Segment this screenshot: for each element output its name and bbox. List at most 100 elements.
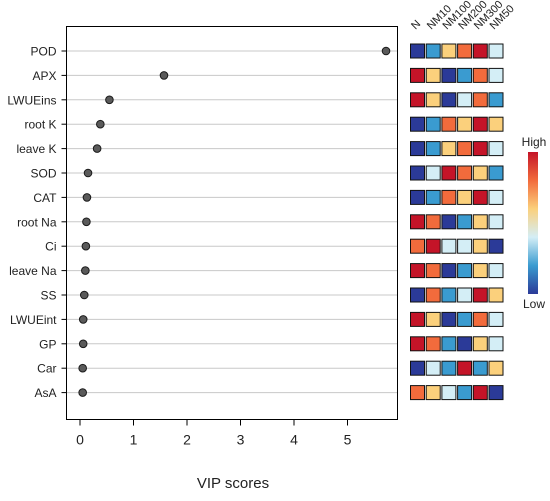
- heatmap-cell: [488, 385, 504, 401]
- heatmap-cell: [472, 287, 488, 303]
- heatmap-cell: [472, 360, 488, 376]
- heatmap-cell: [472, 214, 488, 230]
- heatmap-cell: [441, 360, 457, 376]
- category-label: CAT: [33, 191, 57, 205]
- category-labels: POD APX LWUEins root K leave K SOD CAT root Na C…: [7, 45, 67, 400]
- heatmap-cell: [457, 311, 473, 327]
- heatmap-cell: [457, 360, 473, 376]
- heatmap-cell: [472, 189, 488, 205]
- heatmap-cell: [472, 141, 488, 157]
- x-axis-title: VIP scores: [197, 475, 269, 492]
- heatmap-cell: [457, 141, 473, 157]
- heatmap-cell: [488, 165, 504, 181]
- heatmap-cell: [410, 214, 425, 230]
- heatmap-cell: [410, 336, 425, 352]
- heatmap-cell: [472, 43, 488, 59]
- heatmap-cell: [488, 92, 504, 108]
- heatmap-cell: [410, 141, 425, 157]
- x-axis: 0 1 2 3 4 5: [76, 419, 352, 448]
- heatmap-cell: [472, 385, 488, 401]
- heatmap-cell: [488, 67, 504, 83]
- x-tick-label: 5: [344, 432, 352, 448]
- heatmap-cell: [457, 67, 473, 83]
- heatmap-cell: [410, 67, 425, 83]
- heatmap-cell: [457, 165, 473, 181]
- heatmap-cell: [425, 263, 441, 279]
- heatmap-cell: [441, 238, 457, 254]
- heatmap-cell: [410, 116, 425, 132]
- heatmap-cell: [472, 116, 488, 132]
- heatmap-cell: [488, 189, 504, 205]
- heatmap-cell: [425, 385, 441, 401]
- heatmap-cell: [457, 189, 473, 205]
- heatmap-cell: [441, 92, 457, 108]
- category-label: root K: [24, 118, 56, 132]
- heatmap-cell: [441, 67, 457, 83]
- category-label: root Na: [17, 215, 57, 229]
- heatmap-cell: [410, 165, 425, 181]
- heatmap-cell: [410, 92, 425, 108]
- data-point: [81, 241, 91, 251]
- data-point: [92, 144, 102, 153]
- heatmap-cell: [488, 214, 504, 230]
- heatmap-cell: [472, 67, 488, 83]
- heatmap-cell: [488, 238, 504, 254]
- category-label: POD: [30, 45, 56, 59]
- heatmap-cell: [441, 263, 457, 279]
- heatmap-cell: [488, 141, 504, 157]
- category-label: APX: [32, 69, 56, 83]
- category-label: SOD: [30, 167, 56, 181]
- x-tick-label: 3: [237, 432, 245, 448]
- plot-frame: [66, 26, 398, 420]
- heatmap-cell: [425, 67, 441, 83]
- heatmap-cell: [425, 141, 441, 157]
- heatmap-cell: [425, 238, 441, 254]
- heatmap-cell: [441, 385, 457, 401]
- heatmap-cell: [410, 43, 425, 59]
- x-tick-label: 0: [76, 432, 84, 448]
- category-label: LWUEins: [7, 93, 56, 107]
- heatmap-cell: [425, 287, 441, 303]
- heatmap-cell: [488, 263, 504, 279]
- heatmap-cell: [410, 311, 425, 327]
- heatmap-cell: [441, 116, 457, 132]
- heatmap-cell: [425, 360, 441, 376]
- heatmap-cell: [441, 336, 457, 352]
- heatmap-cell: [410, 360, 425, 376]
- heatmap-cell: [457, 287, 473, 303]
- heatmap-cell: [488, 43, 504, 59]
- data-point: [381, 46, 391, 56]
- data-points: [78, 46, 391, 397]
- category-label: Car: [37, 362, 56, 376]
- heatmap-cell: [410, 189, 425, 205]
- colorbar-high-label: High: [522, 135, 547, 149]
- data-point: [79, 290, 89, 300]
- category-label: leave Na: [9, 264, 57, 278]
- data-point: [159, 71, 169, 80]
- gridlines: [66, 50, 398, 394]
- x-tick-label: 1: [130, 432, 138, 448]
- colorbar: High Low: [522, 135, 547, 311]
- heatmap-column-label: N: [409, 18, 423, 32]
- heatmap-cell: [410, 287, 425, 303]
- data-point: [78, 388, 87, 397]
- heatmap-cell: [441, 214, 457, 230]
- heatmap-cell: [457, 116, 473, 132]
- heatmap-cell: [488, 336, 504, 352]
- heatmap-cell: [472, 92, 488, 108]
- data-point: [78, 315, 88, 324]
- data-point: [105, 95, 114, 105]
- heatmap-cell: [425, 336, 441, 352]
- data-point: [83, 168, 93, 178]
- category-label: Ci: [45, 240, 56, 254]
- heatmap-cell: [488, 287, 504, 303]
- heatmap-cell: [472, 311, 488, 327]
- heatmap-cell: [457, 238, 473, 254]
- heatmap-cell: [425, 43, 441, 59]
- heatmap-cell: [425, 189, 441, 205]
- heatmap-cell: [488, 116, 504, 132]
- heatmap-cell: [457, 385, 473, 401]
- heatmap-cell: [425, 214, 441, 230]
